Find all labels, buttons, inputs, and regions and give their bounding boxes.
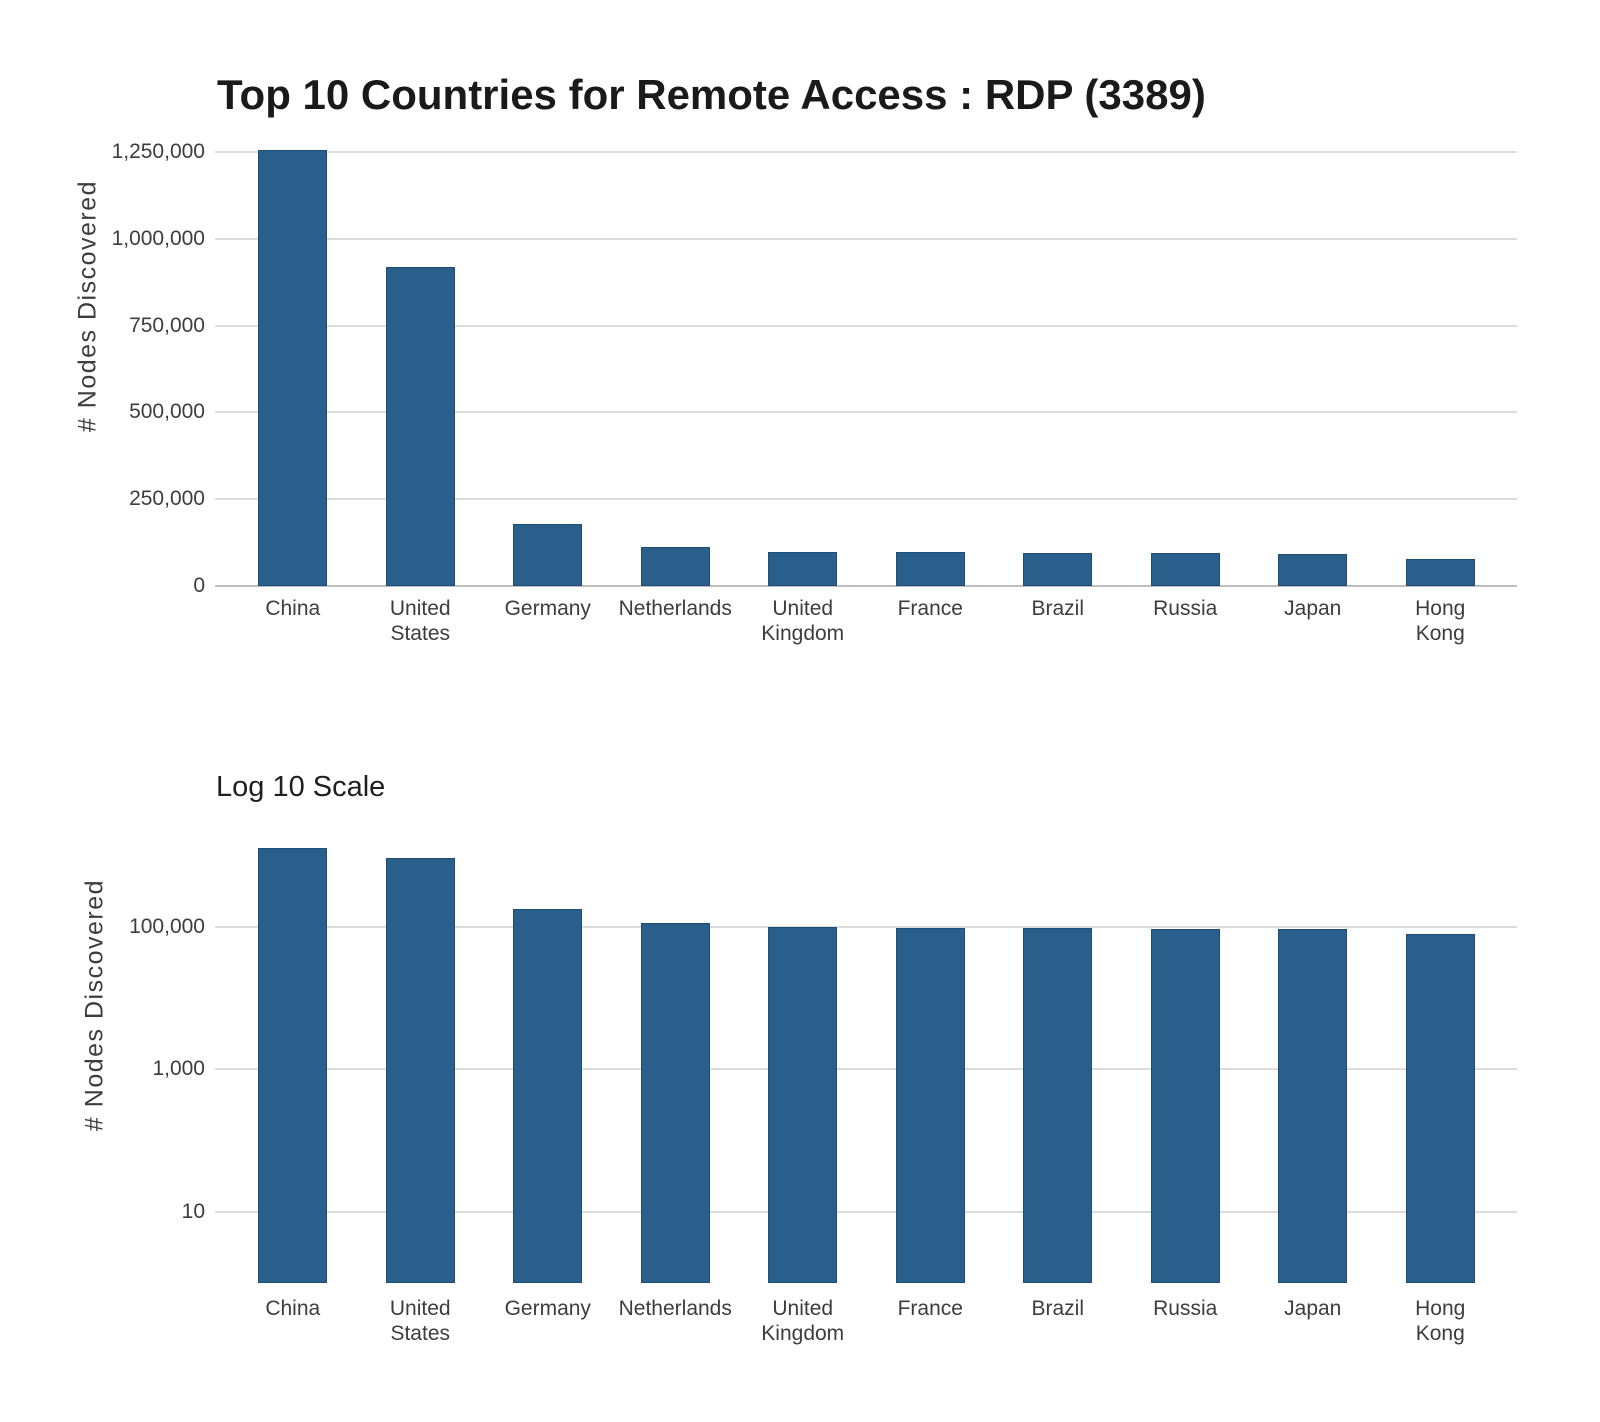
- x-tick-label-united-states: United States: [389, 597, 451, 645]
- bar-germany: [513, 908, 583, 1283]
- x-axis-line: [215, 585, 1517, 587]
- bar-hong-kong: [1405, 558, 1475, 586]
- x-tick-label-japan: Japan: [1284, 1297, 1342, 1320]
- bar-brazil: [1023, 552, 1093, 586]
- y-tick-label: 750,000: [129, 313, 205, 337]
- x-tick-label-brazil: Brazil: [1031, 597, 1084, 620]
- bar-united-kingdom: [768, 551, 838, 586]
- x-tick-label-japan: Japan: [1284, 597, 1342, 620]
- x-tick-label-united-kingdom: United Kingdom: [761, 1297, 845, 1345]
- bar-united-states: [385, 858, 455, 1283]
- y-tick-label: 100,000: [129, 914, 205, 938]
- x-tick-label-hong-kong: Hong Kong: [1415, 597, 1466, 645]
- x-tick-label-hong-kong: Hong Kong: [1415, 1297, 1466, 1345]
- bar-netherlands: [640, 923, 710, 1283]
- x-tick-label-france: France: [897, 1297, 963, 1320]
- y-tick-label: 1,250,000: [111, 140, 205, 163]
- bar-japan: [1278, 554, 1348, 586]
- x-tick-label-china: China: [265, 1297, 321, 1320]
- y-axis-label-linear: # Nodes Discovered: [73, 179, 102, 433]
- y-tick-label: 250,000: [129, 487, 205, 511]
- x-tick-label-united-states: United States: [389, 1297, 451, 1345]
- gridline: [215, 1210, 1517, 1213]
- y-tick-label: 10: [181, 1199, 205, 1223]
- x-tick-label-france: France: [897, 597, 963, 620]
- x-tick-label-netherlands: Netherlands: [618, 597, 732, 620]
- bar-united-kingdom: [768, 927, 838, 1283]
- bar-japan: [1278, 929, 1348, 1283]
- page-title: Top 10 Countries for Remote Access : RDP…: [217, 71, 1206, 118]
- x-tick-label-germany: Germany: [504, 1297, 591, 1320]
- bar-france: [895, 552, 965, 586]
- gridline: [215, 324, 1517, 327]
- bar-brazil: [1023, 928, 1093, 1283]
- gridline: [215, 411, 1517, 414]
- gridline: [215, 498, 1517, 501]
- bar-hong-kong: [1405, 934, 1475, 1283]
- y-tick-label: 0: [193, 574, 205, 597]
- y-tick-label: 1,000: [152, 1057, 205, 1081]
- x-tick-label-united-kingdom: United Kingdom: [761, 597, 845, 645]
- gridline: [215, 1068, 1517, 1071]
- y-tick-label: 500,000: [129, 400, 205, 424]
- bar-china: [258, 150, 328, 586]
- gridline: [215, 925, 1517, 928]
- x-tick-label-russia: Russia: [1153, 1297, 1218, 1320]
- bar-russia: [1150, 553, 1220, 586]
- bar-united-states: [385, 266, 455, 586]
- x-tick-label-germany: Germany: [504, 597, 591, 620]
- y-tick-label: 1,000,000: [111, 226, 205, 250]
- bar-france: [895, 927, 965, 1283]
- bar-germany: [513, 524, 583, 586]
- gridline: [215, 237, 1517, 240]
- gridline: [215, 151, 1517, 153]
- x-tick-label-netherlands: Netherlands: [618, 1297, 732, 1320]
- bar-netherlands: [640, 547, 710, 586]
- x-tick-label-brazil: Brazil: [1031, 1297, 1084, 1320]
- log-chart-subtitle: Log 10 Scale: [216, 771, 386, 803]
- x-tick-label-russia: Russia: [1153, 597, 1218, 620]
- bar-russia: [1150, 928, 1220, 1283]
- x-tick-label-china: China: [265, 597, 321, 620]
- bar-china: [258, 848, 328, 1283]
